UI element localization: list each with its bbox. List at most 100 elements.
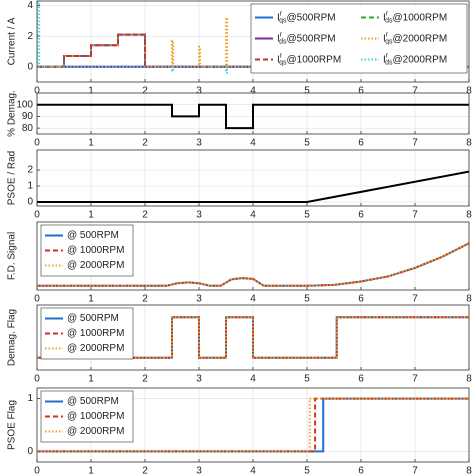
legend-box [250,3,468,74]
x-tick-label: 8 [466,138,472,149]
legend-label: @ 500RPM [67,230,119,241]
x-tick-label: 2 [142,374,148,385]
x-tick-label: 3 [196,374,202,385]
legend: @ 500RPM @ 1000RPM @ 2000RPM [40,390,134,443]
series-line [37,397,469,453]
legend-label-rest: @1000RPM [287,54,342,65]
legend-label-sup: r [386,31,389,38]
x-tick-label: 1 [88,466,94,474]
y-axis-label: F.D. Signal [7,232,18,280]
x-tick-label: 0 [34,466,40,474]
x-tick-label: 7 [412,138,418,149]
legend-label: Ir ds@1000RPM [383,10,447,24]
x-tick-label: 0 [34,210,40,221]
legend-label: @ 1000RPM [67,328,124,339]
x-tick-label: 8 [466,466,472,474]
x-tick-label: 8 [466,86,472,97]
axes-frame [36,0,470,83]
y-tick-label: 0 [27,61,33,72]
x-tick-label: 3 [196,294,202,305]
legend-label-base: I [383,54,386,65]
x-tick-label: 6 [358,86,364,97]
x-tick-label: 0 [34,86,40,97]
series-line [37,1,469,74]
y-tick-label: 90 [22,111,34,122]
x-tick-label: 5 [304,138,310,149]
y-tick-label: 100 [16,99,33,110]
series-line [37,242,469,287]
legend-label-sub: ds [385,59,393,66]
y-tick-label: 1 [27,393,33,404]
legend-label-base: I [383,33,386,44]
x-tick-label: 4 [250,294,256,305]
y-axis-label: PSOE Flag [7,400,18,450]
x-tick-label: 8 [466,374,472,385]
legend-label: Ir ds@500RPM [277,31,336,45]
legend-label: @ 2000RPM [67,426,124,437]
y-axis-label: PSOE / Rad [7,151,18,205]
legend-label: Ir qs@1000RPM [277,52,341,66]
legend-label-base: I [383,12,386,23]
legend-label-sub: qs [385,38,393,45]
legend-label-sup: r [386,10,389,17]
legend-label-base: I [277,33,280,44]
panel: 0 1 2 3 4 5 6 7 8 0 1 2 PSOE / Rad [7,149,472,221]
legend-label-sup: r [386,52,389,59]
y-axis-label: % Demag. [7,90,18,137]
axes-frame [36,387,470,463]
x-tick-label: 7 [412,294,418,305]
legend-label: @ 2000RPM [67,260,124,271]
x-tick-label: 6 [358,466,364,474]
legend-label-sup: r [280,52,283,59]
legend-label-sub: ds [385,17,393,24]
x-tick-label: 0 [34,374,40,385]
x-tick-label: 7 [412,466,418,474]
legend-label-sub: ds [279,38,287,45]
x-tick-label: 2 [142,294,148,305]
legend-label-sup: r [280,31,283,38]
x-tick-label: 8 [466,210,472,221]
x-tick-label: 5 [304,86,310,97]
y-tick-label: 2 [27,31,33,42]
legend-label-rest: @500RPM [287,33,336,44]
legend-label: @ 1000RPM [67,411,124,422]
x-tick-label: 6 [358,210,364,221]
x-tick-label: 4 [250,86,256,97]
legend-label-rest: @2000RPM [393,33,448,44]
series-line [37,33,469,68]
y-tick-label: 4 [27,0,33,11]
x-tick-label: 2 [142,466,148,474]
y-tick-label: 80 [22,123,34,134]
x-tick-label: 5 [304,210,310,221]
x-tick-label: 8 [466,294,472,305]
legend-label-base: I [277,12,280,23]
legend-label-rest: @1000RPM [393,12,448,23]
legend: @ 500RPM @ 1000RPM @ 2000RPM [40,224,134,277]
x-tick-label: 1 [88,294,94,305]
series-line [37,103,469,130]
x-tick-label: 6 [358,294,364,305]
legend-label: Ir qs@2000RPM [383,31,447,45]
legend-label: @ 1000RPM [67,245,124,256]
y-tick-label: 1 [27,181,33,192]
legend-label-sup: r [280,10,283,17]
series-line [37,316,469,359]
panel: 0 1 2 3 4 5 6 7 8 Demag. Flag @ 500RPM @ 1000RPM @ 2… [7,304,472,385]
legend-label-base: I [277,54,280,65]
x-tick-label: 3 [196,86,202,97]
y-axis-label: Current / A [7,17,18,65]
x-tick-label: 5 [304,374,310,385]
legend-label-sub: qs [279,17,287,24]
x-tick-label: 4 [250,466,256,474]
axes-frame [36,221,470,291]
legend-label-sub: qs [279,59,287,66]
x-tick-label: 3 [196,138,202,149]
x-tick-label: 1 [88,374,94,385]
y-tick-label: 0 [27,446,33,457]
x-tick-label: 4 [250,374,256,385]
